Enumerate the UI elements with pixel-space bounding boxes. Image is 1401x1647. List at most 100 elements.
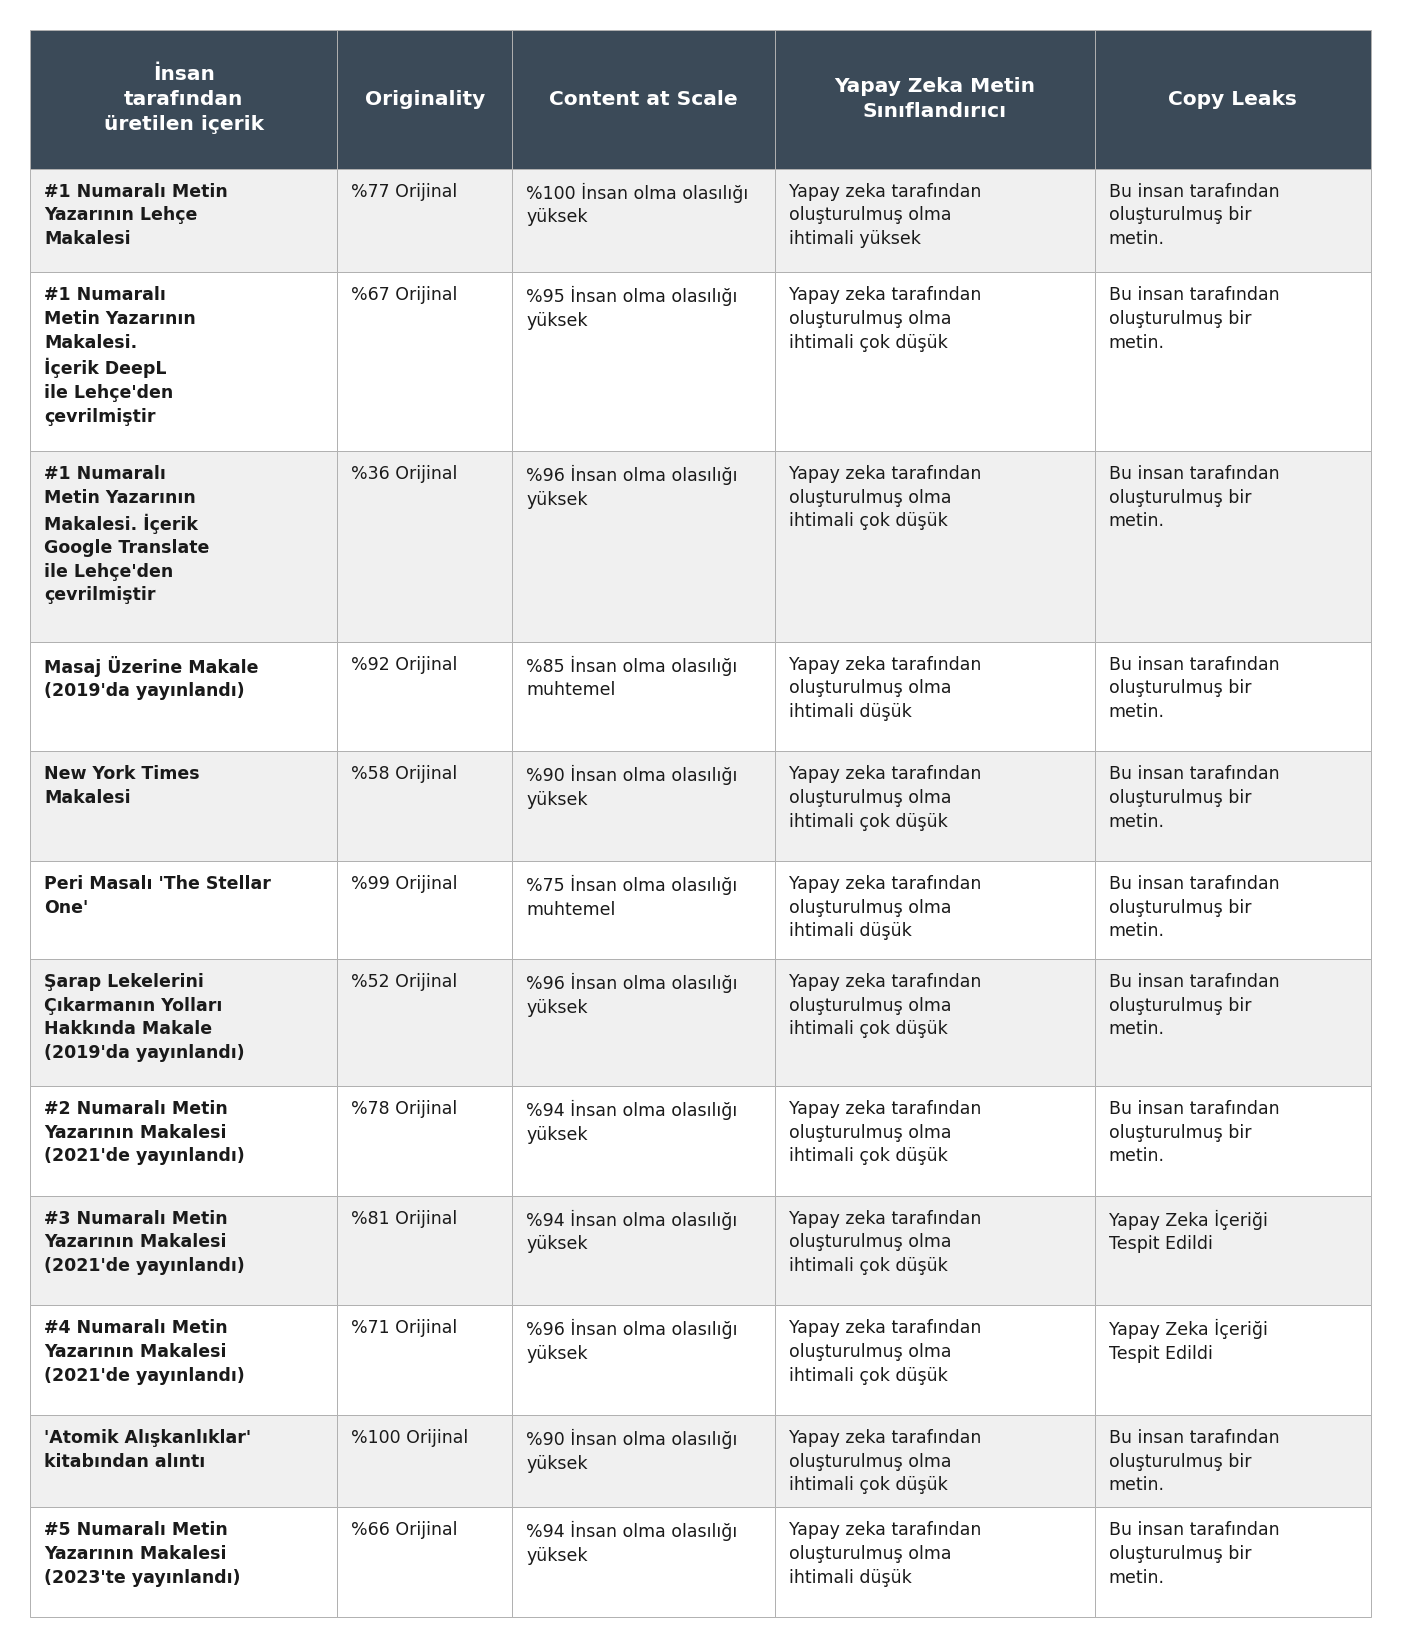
Text: Peri Masalı 'The Stellar
One': Peri Masalı 'The Stellar One' <box>43 875 270 917</box>
Text: Yapay Zeka Metin
Sınıflandırıcı: Yapay Zeka Metin Sınıflandırıcı <box>835 77 1035 122</box>
FancyBboxPatch shape <box>775 1306 1094 1415</box>
Text: Bu insan tarafından
oluşturulmuş bir
metin.: Bu insan tarafından oluşturulmuş bir met… <box>1108 1100 1279 1166</box>
FancyBboxPatch shape <box>29 642 338 751</box>
FancyBboxPatch shape <box>513 272 775 451</box>
Text: Bu insan tarafından
oluşturulmuş bir
metin.: Bu insan tarafından oluşturulmuş bir met… <box>1108 1430 1279 1494</box>
FancyBboxPatch shape <box>513 451 775 642</box>
Text: Yapay zeka tarafından
oluşturulmuş olma
ihtimali yüksek: Yapay zeka tarafından oluşturulmuş olma … <box>789 183 982 247</box>
FancyBboxPatch shape <box>1094 1507 1372 1617</box>
FancyBboxPatch shape <box>1094 1415 1372 1507</box>
FancyBboxPatch shape <box>338 451 513 642</box>
FancyBboxPatch shape <box>775 751 1094 861</box>
Text: %85 İnsan olma olasılığı
muhtemel: %85 İnsan olma olasılığı muhtemel <box>527 656 738 700</box>
FancyBboxPatch shape <box>513 861 775 959</box>
Text: #1 Numaralı
Metin Yazarının
Makalesi. İçerik
Google Translate
ile Lehçe'den
çevr: #1 Numaralı Metin Yazarının Makalesi. İç… <box>43 464 209 604</box>
Text: %36 Orijinal: %36 Orijinal <box>352 464 458 483</box>
FancyBboxPatch shape <box>29 959 338 1085</box>
Text: %96 İnsan olma olasılığı
yüksek: %96 İnsan olma olasılığı yüksek <box>527 973 738 1016</box>
Text: Yapay zeka tarafından
oluşturulmuş olma
ihtimali düşük: Yapay zeka tarafından oluşturulmuş olma … <box>789 656 982 721</box>
Text: %92 Orijinal: %92 Orijinal <box>352 656 458 674</box>
FancyBboxPatch shape <box>338 272 513 451</box>
FancyBboxPatch shape <box>775 1085 1094 1196</box>
FancyBboxPatch shape <box>513 1415 775 1507</box>
FancyBboxPatch shape <box>775 642 1094 751</box>
Text: Yapay zeka tarafından
oluşturulmuş olma
ihtimali çok düşük: Yapay zeka tarafından oluşturulmuş olma … <box>789 287 982 351</box>
Text: %58 Orijinal: %58 Orijinal <box>352 766 457 784</box>
Text: Bu insan tarafından
oluşturulmuş bir
metin.: Bu insan tarafından oluşturulmuş bir met… <box>1108 973 1279 1038</box>
FancyBboxPatch shape <box>775 272 1094 451</box>
FancyBboxPatch shape <box>775 451 1094 642</box>
Text: Yapay zeka tarafından
oluşturulmuş olma
ihtimali düşük: Yapay zeka tarafından oluşturulmuş olma … <box>789 1522 982 1586</box>
Text: Yapay Zeka İçeriği
Tespit Edildi: Yapay Zeka İçeriği Tespit Edildi <box>1108 1211 1268 1253</box>
FancyBboxPatch shape <box>775 30 1094 168</box>
Text: %96 İnsan olma olasılığı
yüksek: %96 İnsan olma olasılığı yüksek <box>527 1319 738 1364</box>
FancyBboxPatch shape <box>775 1196 1094 1306</box>
Text: %96 İnsan olma olasılığı
yüksek: %96 İnsan olma olasılığı yüksek <box>527 464 738 509</box>
FancyBboxPatch shape <box>29 30 338 168</box>
Text: Masaj Üzerine Makale
(2019'da yayınlandı): Masaj Üzerine Makale (2019'da yayınlandı… <box>43 656 259 700</box>
FancyBboxPatch shape <box>513 168 775 272</box>
FancyBboxPatch shape <box>1094 642 1372 751</box>
Text: #1 Numaralı
Metin Yazarının
Makalesi.
İçerik DeepL
ile Lehçe'den
çevrilmiştir: #1 Numaralı Metin Yazarının Makalesi. İç… <box>43 287 196 425</box>
FancyBboxPatch shape <box>29 1507 338 1617</box>
Text: %81 Orijinal: %81 Orijinal <box>352 1211 457 1227</box>
Text: Bu insan tarafından
oluşturulmuş bir
metin.: Bu insan tarafından oluşturulmuş bir met… <box>1108 183 1279 247</box>
Text: %94 İnsan olma olasılığı
yüksek: %94 İnsan olma olasılığı yüksek <box>527 1211 738 1253</box>
FancyBboxPatch shape <box>775 861 1094 959</box>
FancyBboxPatch shape <box>338 1415 513 1507</box>
FancyBboxPatch shape <box>1094 751 1372 861</box>
FancyBboxPatch shape <box>29 1415 338 1507</box>
Text: Yapay zeka tarafından
oluşturulmuş olma
ihtimali düşük: Yapay zeka tarafından oluşturulmuş olma … <box>789 875 982 940</box>
Text: #4 Numaralı Metin
Yazarının Makalesi
(2021'de yayınlandı): #4 Numaralı Metin Yazarının Makalesi (20… <box>43 1319 245 1385</box>
FancyBboxPatch shape <box>338 1306 513 1415</box>
Text: Yapay zeka tarafından
oluşturulmuş olma
ihtimali çok düşük: Yapay zeka tarafından oluşturulmuş olma … <box>789 766 982 830</box>
Text: %77 Orijinal: %77 Orijinal <box>352 183 457 201</box>
FancyBboxPatch shape <box>775 168 1094 272</box>
Text: Yapay zeka tarafından
oluşturulmuş olma
ihtimali çok düşük: Yapay zeka tarafından oluşturulmuş olma … <box>789 1319 982 1385</box>
Text: Bu insan tarafından
oluşturulmuş bir
metin.: Bu insan tarafından oluşturulmuş bir met… <box>1108 1522 1279 1586</box>
Text: %90 İnsan olma olasılığı
yüksek: %90 İnsan olma olasılığı yüksek <box>527 1430 738 1472</box>
FancyBboxPatch shape <box>338 642 513 751</box>
FancyBboxPatch shape <box>513 642 775 751</box>
FancyBboxPatch shape <box>775 1507 1094 1617</box>
Text: #2 Numaralı Metin
Yazarının Makalesi
(2021'de yayınlandı): #2 Numaralı Metin Yazarının Makalesi (20… <box>43 1100 245 1166</box>
FancyBboxPatch shape <box>29 272 338 451</box>
Text: %66 Orijinal: %66 Orijinal <box>352 1522 458 1540</box>
Text: %52 Orijinal: %52 Orijinal <box>352 973 457 991</box>
Text: %78 Orijinal: %78 Orijinal <box>352 1100 457 1118</box>
Text: #1 Numaralı Metin
Yazarının Lehçe
Makalesi: #1 Numaralı Metin Yazarının Lehçe Makale… <box>43 183 228 247</box>
FancyBboxPatch shape <box>338 751 513 861</box>
Text: Copy Leaks: Copy Leaks <box>1168 89 1297 109</box>
Text: Bu insan tarafından
oluşturulmuş bir
metin.: Bu insan tarafından oluşturulmuş bir met… <box>1108 766 1279 830</box>
Text: Originality: Originality <box>364 89 485 109</box>
FancyBboxPatch shape <box>29 451 338 642</box>
FancyBboxPatch shape <box>775 1415 1094 1507</box>
FancyBboxPatch shape <box>1094 861 1372 959</box>
Text: 'Atomik Alışkanlıklar'
kitabından alıntı: 'Atomik Alışkanlıklar' kitabından alıntı <box>43 1430 251 1471</box>
Text: Yapay zeka tarafından
oluşturulmuş olma
ihtimali çok düşük: Yapay zeka tarafından oluşturulmuş olma … <box>789 1430 982 1494</box>
FancyBboxPatch shape <box>29 751 338 861</box>
FancyBboxPatch shape <box>29 1196 338 1306</box>
Text: Bu insan tarafından
oluşturulmuş bir
metin.: Bu insan tarafından oluşturulmuş bir met… <box>1108 464 1279 530</box>
FancyBboxPatch shape <box>338 30 513 168</box>
FancyBboxPatch shape <box>29 168 338 272</box>
FancyBboxPatch shape <box>29 861 338 959</box>
Text: %67 Orijinal: %67 Orijinal <box>352 287 458 305</box>
FancyBboxPatch shape <box>513 30 775 168</box>
Text: %75 İnsan olma olasılığı
muhtemel: %75 İnsan olma olasılığı muhtemel <box>527 875 738 919</box>
FancyBboxPatch shape <box>775 959 1094 1085</box>
Text: %100 Orijinal: %100 Orijinal <box>352 1430 468 1448</box>
FancyBboxPatch shape <box>513 1085 775 1196</box>
Text: %90 İnsan olma olasılığı
yüksek: %90 İnsan olma olasılığı yüksek <box>527 766 738 809</box>
Text: %100 İnsan olma olasılığı
yüksek: %100 İnsan olma olasılığı yüksek <box>527 183 748 226</box>
Text: New York Times
Makalesi: New York Times Makalesi <box>43 766 199 807</box>
Text: İnsan
tarafından
üretilen içerik: İnsan tarafından üretilen içerik <box>104 64 263 133</box>
FancyBboxPatch shape <box>1094 451 1372 642</box>
FancyBboxPatch shape <box>1094 959 1372 1085</box>
Text: %94 İnsan olma olasılığı
yüksek: %94 İnsan olma olasılığı yüksek <box>527 1522 738 1565</box>
Text: %94 İnsan olma olasılığı
yüksek: %94 İnsan olma olasılığı yüksek <box>527 1100 738 1143</box>
FancyBboxPatch shape <box>513 1306 775 1415</box>
Text: %99 Orijinal: %99 Orijinal <box>352 875 458 893</box>
FancyBboxPatch shape <box>338 1085 513 1196</box>
FancyBboxPatch shape <box>338 861 513 959</box>
